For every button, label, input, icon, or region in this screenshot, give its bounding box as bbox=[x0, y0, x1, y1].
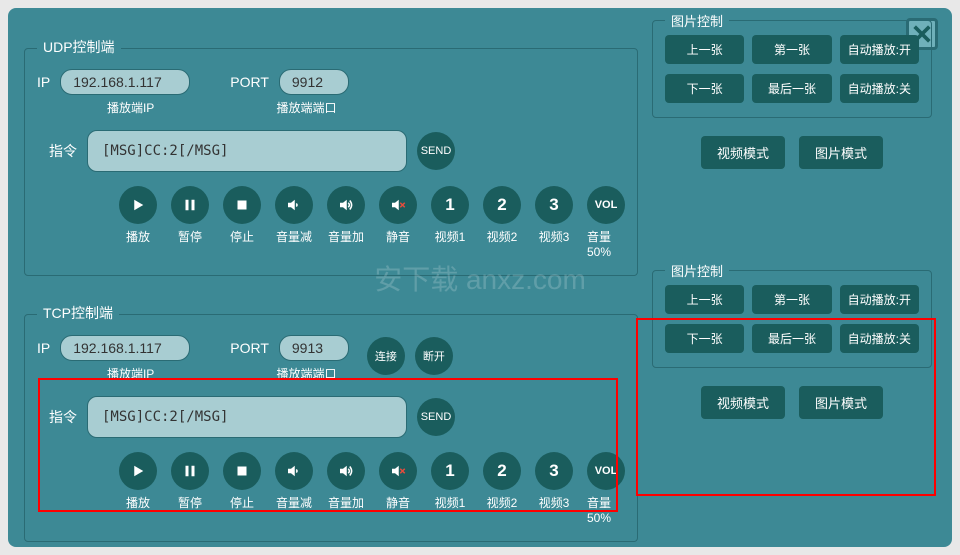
tcp-send-button[interactable]: SEND bbox=[417, 398, 455, 436]
tcp-video2-label: 视频2 bbox=[487, 494, 518, 511]
tcp-cmd-label: 指令 bbox=[37, 407, 77, 427]
tcp-ip-sublabel: 播放端IP bbox=[107, 365, 154, 382]
udp-video1-button[interactable]: 1 bbox=[431, 186, 469, 224]
tcp-ip-label: IP bbox=[37, 340, 50, 356]
udp-video3-label: 视频3 bbox=[539, 228, 570, 245]
udp-pic-next-button[interactable]: 下一张 bbox=[665, 74, 744, 103]
tcp-port-label: PORT bbox=[230, 340, 269, 356]
udp-port-sublabel: 播放端端口 bbox=[277, 99, 337, 116]
udp-pic-title: 图片控制 bbox=[665, 11, 729, 30]
udp-send-button[interactable]: SEND bbox=[417, 132, 455, 170]
voldown-icon bbox=[285, 196, 303, 214]
udp-stop-button[interactable] bbox=[223, 186, 261, 224]
tcp-image-mode-button[interactable]: 图片模式 bbox=[799, 386, 883, 419]
tcp-video1-label: 视频1 bbox=[435, 494, 466, 511]
udp-pic-prev-button[interactable]: 上一张 bbox=[665, 35, 744, 64]
tcp-video2-button[interactable]: 2 bbox=[483, 452, 521, 490]
udp-mute-button[interactable] bbox=[379, 186, 417, 224]
udp-pic-last-button[interactable]: 最后一张 bbox=[752, 74, 831, 103]
udp-pic-first-button[interactable]: 第一张 bbox=[752, 35, 831, 64]
tcp-play-button[interactable] bbox=[119, 452, 157, 490]
udp-vol-down-button[interactable] bbox=[275, 186, 313, 224]
udp-pic-auto-on-button[interactable]: 自动播放:开 bbox=[840, 35, 919, 64]
mute-icon bbox=[389, 196, 407, 214]
tcp-vol-down-button[interactable] bbox=[275, 452, 313, 490]
tcp-port-sublabel: 播放端端口 bbox=[277, 365, 337, 382]
tcp-pic-title: 图片控制 bbox=[665, 261, 729, 280]
tcp-play-label: 播放 bbox=[126, 494, 150, 511]
tcp-stop-button[interactable] bbox=[223, 452, 261, 490]
udp-video-mode-button[interactable]: 视频模式 bbox=[701, 136, 785, 169]
tcp-vol-down-label: 音量减 bbox=[276, 494, 312, 511]
tcp-stop-label: 停止 bbox=[230, 494, 254, 511]
udp-port-label: PORT bbox=[230, 74, 269, 90]
udp-port-input[interactable] bbox=[279, 69, 349, 95]
tcp-video-mode-button[interactable]: 视频模式 bbox=[701, 386, 785, 419]
udp-play-label: 播放 bbox=[126, 228, 150, 245]
tcp-pic-prev-button[interactable]: 上一张 bbox=[665, 285, 744, 314]
play-icon bbox=[129, 462, 147, 480]
tcp-pic-auto-on-button[interactable]: 自动播放:开 bbox=[840, 285, 919, 314]
udp-pic-section: 图片控制 上一张第一张自动播放:开下一张最后一张自动播放:关 bbox=[652, 20, 932, 118]
volup-icon bbox=[337, 462, 355, 480]
tcp-section: TCP控制端 IP 播放端IP PORT 播放端 bbox=[24, 314, 638, 542]
tcp-ip-input[interactable] bbox=[60, 335, 190, 361]
main-panel: UDP控制端 IP 播放端IP PORT 播放端 bbox=[8, 8, 952, 547]
tcp-video1-button[interactable]: 1 bbox=[431, 452, 469, 490]
udp-video3-button[interactable]: 3 bbox=[535, 186, 573, 224]
tcp-connect-button[interactable]: 连接 bbox=[367, 337, 405, 375]
udp-vol-up-label: 音量加 bbox=[328, 228, 364, 245]
tcp-pic-next-button[interactable]: 下一张 bbox=[665, 324, 744, 353]
udp-cmd-label: 指令 bbox=[37, 141, 77, 161]
tcp-video3-label: 视频3 bbox=[539, 494, 570, 511]
udp-pause-button[interactable] bbox=[171, 186, 209, 224]
tcp-pic-first-button[interactable]: 第一张 bbox=[752, 285, 831, 314]
udp-ip-label: IP bbox=[37, 74, 50, 90]
udp-stop-label: 停止 bbox=[230, 228, 254, 245]
udp-mute-label: 静音 bbox=[386, 228, 410, 245]
udp-vol-up-button[interactable] bbox=[327, 186, 365, 224]
play-icon bbox=[129, 196, 147, 214]
pause-icon bbox=[181, 462, 199, 480]
tcp-right-panel: 图片控制 上一张第一张自动播放:开下一张最后一张自动播放:关 视频模式 图片模式 bbox=[652, 270, 932, 419]
tcp-disconnect-button[interactable]: 断开 bbox=[415, 337, 453, 375]
udp-pic-auto-off-button[interactable]: 自动播放:关 bbox=[840, 74, 919, 103]
udp-vol50-label: 音量50% bbox=[587, 228, 625, 259]
stop-icon bbox=[233, 462, 251, 480]
udp-video2-label: 视频2 bbox=[487, 228, 518, 245]
tcp-cmd-input[interactable] bbox=[87, 396, 407, 438]
tcp-pause-label: 暂停 bbox=[178, 494, 202, 511]
tcp-vol-up-button[interactable] bbox=[327, 452, 365, 490]
tcp-pic-last-button[interactable]: 最后一张 bbox=[752, 324, 831, 353]
tcp-mute-label: 静音 bbox=[386, 494, 410, 511]
tcp-mute-button[interactable] bbox=[379, 452, 417, 490]
tcp-pic-section: 图片控制 上一张第一张自动播放:开下一张最后一张自动播放:关 bbox=[652, 270, 932, 368]
udp-image-mode-button[interactable]: 图片模式 bbox=[799, 136, 883, 169]
pause-icon bbox=[181, 196, 199, 214]
tcp-vol50-button[interactable]: VOL bbox=[587, 452, 625, 490]
udp-title: UDP控制端 bbox=[37, 37, 121, 57]
tcp-port-input[interactable] bbox=[279, 335, 349, 361]
tcp-vol-up-label: 音量加 bbox=[328, 494, 364, 511]
voldown-icon bbox=[285, 462, 303, 480]
tcp-title: TCP控制端 bbox=[37, 303, 119, 323]
udp-vol50-button[interactable]: VOL bbox=[587, 186, 625, 224]
udp-section: UDP控制端 IP 播放端IP PORT 播放端 bbox=[24, 48, 638, 276]
udp-vol-down-label: 音量减 bbox=[276, 228, 312, 245]
tcp-video3-button[interactable]: 3 bbox=[535, 452, 573, 490]
stop-icon bbox=[233, 196, 251, 214]
udp-ip-input[interactable] bbox=[60, 69, 190, 95]
udp-video1-label: 视频1 bbox=[435, 228, 466, 245]
tcp-pause-button[interactable] bbox=[171, 452, 209, 490]
udp-cmd-input[interactable] bbox=[87, 130, 407, 172]
udp-play-button[interactable] bbox=[119, 186, 157, 224]
volup-icon bbox=[337, 196, 355, 214]
tcp-vol50-label: 音量50% bbox=[587, 494, 625, 525]
tcp-pic-auto-off-button[interactable]: 自动播放:关 bbox=[840, 324, 919, 353]
mute-icon bbox=[389, 462, 407, 480]
udp-video2-button[interactable]: 2 bbox=[483, 186, 521, 224]
udp-ip-sublabel: 播放端IP bbox=[107, 99, 154, 116]
udp-right-panel: 图片控制 上一张第一张自动播放:开下一张最后一张自动播放:关 视频模式 图片模式 bbox=[652, 20, 932, 169]
udp-pause-label: 暂停 bbox=[178, 228, 202, 245]
